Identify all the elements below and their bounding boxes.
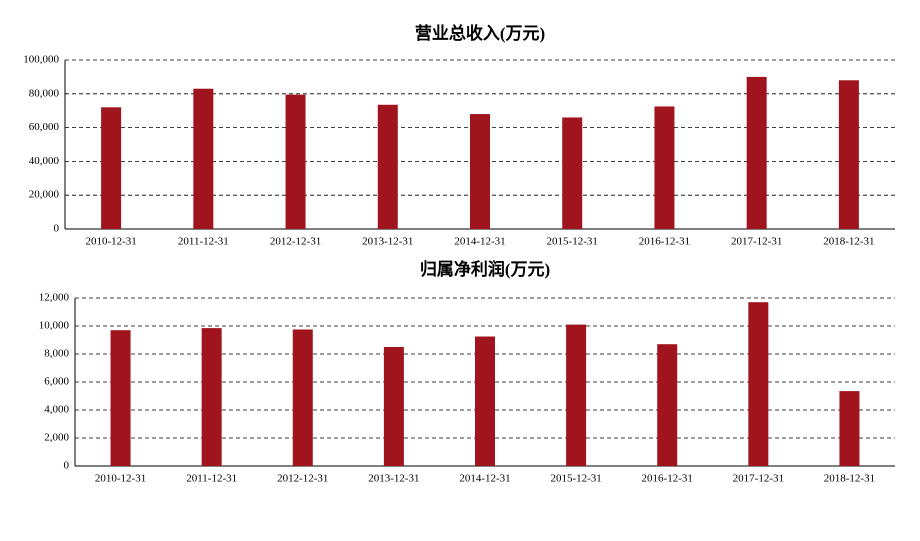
x-tick-label: 2015-12-31 <box>547 236 598 248</box>
y-tick-label: 10,000 <box>39 320 70 332</box>
bar <box>654 106 675 229</box>
bar <box>839 391 860 466</box>
bar <box>746 76 767 230</box>
y-tick-label: 12,000 <box>39 292 70 304</box>
y-tick-label: 80,000 <box>29 87 60 99</box>
bar <box>292 329 313 466</box>
bar <box>285 94 306 230</box>
x-tick-label: 2012-12-31 <box>277 473 328 485</box>
x-tick-label: 2010-12-31 <box>85 236 136 248</box>
x-tick-label: 2014-12-31 <box>454 236 505 248</box>
y-tick-label: 2,000 <box>44 432 69 444</box>
x-tick-label: 2010-12-31 <box>95 473 146 485</box>
x-tick-label: 2011-12-31 <box>186 473 237 485</box>
y-tick-label: 0 <box>64 460 70 472</box>
bar <box>110 330 131 466</box>
bar <box>201 328 222 466</box>
bar <box>566 324 587 466</box>
bar <box>475 336 495 466</box>
x-tick-label: 2018-12-31 <box>824 473 875 485</box>
x-tick-label: 2017-12-31 <box>733 473 784 485</box>
y-tick-label: 4,000 <box>44 404 69 416</box>
x-tick-label: 2013-12-31 <box>362 236 413 248</box>
bar <box>377 104 398 229</box>
y-tick-label: 0 <box>54 223 60 235</box>
y-tick-label: 40,000 <box>29 155 60 167</box>
x-tick-label: 2013-12-31 <box>368 473 419 485</box>
bar <box>193 88 214 229</box>
x-tick-label: 2012-12-31 <box>270 236 321 248</box>
bar <box>838 80 859 229</box>
x-tick-label: 2014-12-31 <box>459 473 510 485</box>
chart-title: 营业总收入(万元) <box>415 23 545 43</box>
bar <box>383 347 404 466</box>
x-tick-label: 2016-12-31 <box>639 236 690 248</box>
bar <box>657 344 678 466</box>
bar <box>562 117 583 229</box>
bar <box>748 302 769 466</box>
y-tick-label: 20,000 <box>29 189 60 201</box>
bar <box>470 114 490 229</box>
y-tick-label: 6,000 <box>44 376 69 388</box>
y-tick-label: 60,000 <box>29 121 60 133</box>
x-tick-label: 2016-12-31 <box>642 473 693 485</box>
x-tick-label: 2018-12-31 <box>823 236 874 248</box>
y-tick-label: 8,000 <box>44 348 69 360</box>
x-tick-label: 2017-12-31 <box>731 236 782 248</box>
bar <box>101 107 122 229</box>
chart-title: 归属净利润(万元) <box>420 259 550 279</box>
x-tick-label: 2011-12-31 <box>178 236 229 248</box>
y-tick-label: 100,000 <box>23 54 59 66</box>
x-tick-label: 2015-12-31 <box>550 473 601 485</box>
